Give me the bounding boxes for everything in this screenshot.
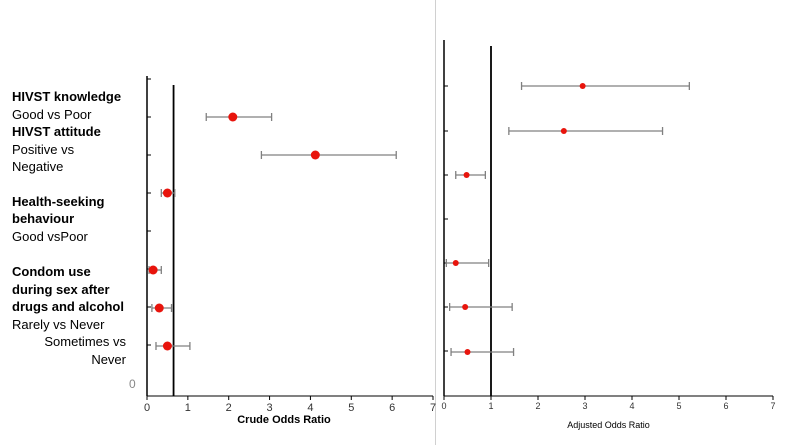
x-tick-label-1: 1 xyxy=(185,402,191,414)
crude-odds-chart: 0 1 2 3 4 5 6 7 Crude Odds Ratio xyxy=(144,76,436,426)
label-hivst-knowledge: HIVST knowledge xyxy=(12,89,122,104)
x-axis-title: Adjusted Odds Ratio xyxy=(567,420,650,430)
x-tick-label-5: 5 xyxy=(676,401,681,411)
label-negative: Negative xyxy=(12,159,64,174)
x-tick-label-4: 4 xyxy=(629,401,634,411)
x-axis-title: Crude Odds Ratio xyxy=(237,414,331,426)
label-condom-3: drugs and alcohol xyxy=(12,299,124,314)
x-tick-label-6: 6 xyxy=(389,402,395,414)
x-tick-label-4: 4 xyxy=(307,402,313,414)
odds-ratio-point-1 xyxy=(560,128,567,134)
x-tick-label-3: 3 xyxy=(582,401,587,411)
odds-ratio-point-0 xyxy=(579,83,586,89)
odds-ratio-point-3 xyxy=(452,260,459,266)
label-condom-2: during sex after xyxy=(12,282,110,297)
label-never: Never xyxy=(91,352,126,367)
crude-odds-panel: HIVST knowledge Good vs Poor HIVST attit… xyxy=(12,0,436,445)
label-good-vs-poor: Good vs Poor xyxy=(12,107,92,122)
odds-ratio-point-5 xyxy=(162,341,172,351)
x-tick-label-0: 0 xyxy=(441,401,446,411)
x-tick-label-3: 3 xyxy=(267,402,273,414)
label-hivst-attitude: HIVST attitude xyxy=(12,124,101,139)
odds-ratio-point-0 xyxy=(228,112,238,122)
label-health-seeking-2: behaviour xyxy=(12,211,75,226)
odds-ratio-point-5 xyxy=(464,349,471,355)
x-tick-label-6: 6 xyxy=(723,401,728,411)
x-tick-label-2: 2 xyxy=(226,402,232,414)
odds-ratio-point-2 xyxy=(463,172,470,178)
label-positive-vs: Positive vs xyxy=(12,142,75,157)
x-tick-label-2: 2 xyxy=(535,401,540,411)
odds-ratio-point-4 xyxy=(462,304,469,310)
odds-ratio-point-1 xyxy=(310,150,320,160)
odds-ratio-point-4 xyxy=(154,303,164,313)
label-good-vspoor: Good vsPoor xyxy=(12,229,88,244)
odds-ratio-point-3 xyxy=(148,265,158,275)
x-tick-label-5: 5 xyxy=(348,402,354,414)
x-tick-label-7: 7 xyxy=(770,401,775,411)
label-sometimes-vs: Sometimes vs xyxy=(44,334,126,349)
label-health-seeking-1: Health-seeking xyxy=(12,194,105,209)
label-rarely-vs-never: Rarely vs Never xyxy=(12,317,105,332)
adjusted-odds-chart: 0 1 2 3 4 5 6 7 Adjusted Odds Ratio xyxy=(441,40,776,430)
x-tick-label-1: 1 xyxy=(488,401,493,411)
x-tick-label-7: 7 xyxy=(430,402,436,414)
label-condom-1: Condom use xyxy=(12,264,91,279)
adjusted-odds-panel: 0 1 2 3 4 5 6 7 Adjusted Odds Ratio xyxy=(436,0,787,445)
stray-zero-label: 0 xyxy=(129,377,136,391)
odds-ratio-point-2 xyxy=(162,188,172,198)
x-tick-label-0: 0 xyxy=(144,402,150,414)
